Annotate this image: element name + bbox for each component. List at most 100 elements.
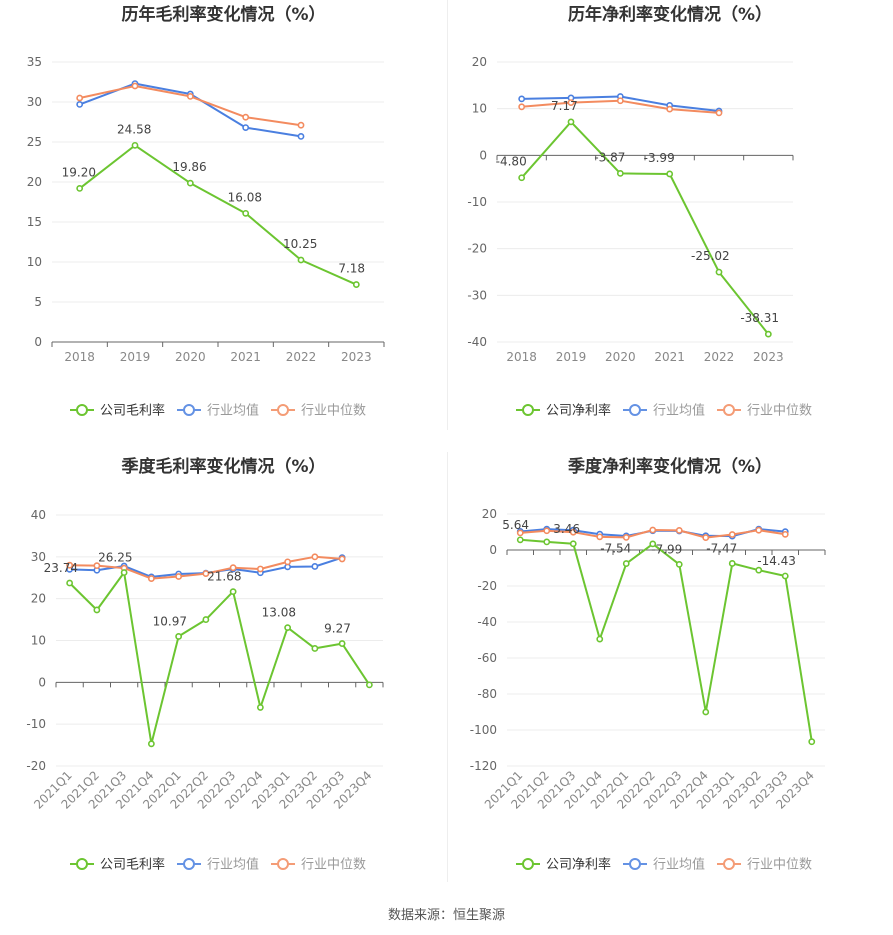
legend-marker-company xyxy=(76,858,88,870)
data-label-16.08: 16.08 xyxy=(228,190,262,204)
series-line-company xyxy=(68,571,371,745)
data-label-26.25: 26.25 xyxy=(98,551,132,565)
data-point-industry_median-2019 xyxy=(567,99,575,106)
data-point-company-2018 xyxy=(76,184,84,192)
legend-item-industry_avg[interactable]: 行业均值 xyxy=(177,857,259,873)
legend-item-industry_median[interactable]: 行业中位数 xyxy=(717,858,812,873)
data-point-industry_median-2022Q4 xyxy=(702,534,710,541)
legend-item-company[interactable]: 公司毛利率 xyxy=(70,857,165,873)
data-point-industry_avg-2018 xyxy=(518,95,526,103)
legend-item-industry_median[interactable]: 行业中位数 xyxy=(271,858,366,873)
data-point-industry_median-2021 xyxy=(666,105,674,113)
x-tick-label-2018: 2018 xyxy=(64,350,95,364)
series-industry_median xyxy=(516,526,789,541)
legend-item-industry_median[interactable]: 行业中位数 xyxy=(271,404,366,419)
legend-item-industry_avg[interactable]: 行业均值 xyxy=(177,403,259,419)
legend-item-company[interactable]: 公司净利率 xyxy=(516,403,611,419)
data-point-company-2023Q4 xyxy=(808,738,816,746)
data-point-industry_avg-2021 xyxy=(242,124,250,131)
y-tick-label: -20 xyxy=(467,242,487,256)
legend: 公司毛利率 行业均值 行业中位数 xyxy=(70,857,366,873)
series-industry_median xyxy=(518,97,723,117)
data-point-industry_median-2022Q2 xyxy=(649,526,657,534)
legend-marker-industry_median xyxy=(277,404,289,416)
data-point-industry_median-2022Q2 xyxy=(202,570,210,577)
data-point-industry_median-2022Q1 xyxy=(622,534,630,541)
y-tick-label: 0 xyxy=(489,543,497,557)
legend-label-industry_median: 行业中位数 xyxy=(301,858,366,873)
legend-item-industry_avg[interactable]: 行业均值 xyxy=(623,857,705,873)
y-tick-label: 10 xyxy=(27,255,42,269)
data-label-5.64: 5.64 xyxy=(502,518,529,532)
legend-label-industry_avg: 行业均值 xyxy=(207,403,259,419)
series-industry_median xyxy=(66,553,346,582)
data-point-company-2020 xyxy=(616,169,624,177)
x-tick-label-2020: 2020 xyxy=(175,350,206,364)
y-tick-label: 25 xyxy=(27,135,42,149)
y-tick-label: 5 xyxy=(34,295,42,309)
data-point-company-2020 xyxy=(186,179,194,187)
data-label-9.27: 9.27 xyxy=(324,622,351,636)
data-point-industry_median-2023Q1 xyxy=(728,531,736,538)
legend-marker-industry_avg xyxy=(183,858,195,870)
legend-item-industry_avg[interactable]: 行业均值 xyxy=(623,403,705,419)
y-tick-label: 10 xyxy=(472,102,487,116)
legend-marker-industry_avg xyxy=(629,404,641,416)
data-point-company-2021Q3 xyxy=(120,569,128,576)
data-label-3.99: -3.99 xyxy=(644,151,675,165)
data-point-company-2021Q2 xyxy=(93,606,101,614)
chart-svg: 历年净利率变化情况（%） -40 -30 -20 -10 0 10 20 2018 2019 202… xyxy=(467,4,812,419)
data-point-company-2023Q1 xyxy=(284,624,292,632)
data-point-industry_median-2021Q4 xyxy=(596,533,604,541)
legend: 公司毛利率 行业均值 行业中位数 xyxy=(70,403,366,419)
data-label-14.43: -14.43 xyxy=(757,554,796,568)
data-point-company-2023Q1 xyxy=(728,560,736,567)
series-line-company xyxy=(520,120,770,335)
data-point-company-2022Q3 xyxy=(229,588,237,596)
data-point-company-2023Q3 xyxy=(781,572,789,580)
legend-marker-industry_median xyxy=(723,404,735,416)
data-point-industry_median-2022 xyxy=(297,121,305,129)
data-label-7.47: -7.47 xyxy=(706,541,737,555)
data-point-company-2022Q3 xyxy=(675,560,683,568)
data-point-industry_median-2022 xyxy=(715,109,723,117)
quarterly-net-margin-chart: 季度净利率变化情况（%） -120 -100 -80 -60 -40 -20 0 20 2021Q… xyxy=(447,452,893,892)
chart-title: 历年净利率变化情况（%） xyxy=(568,4,772,25)
y-tick-label: -30 xyxy=(467,288,487,302)
series-industry_avg xyxy=(76,80,305,140)
legend-label-company: 公司毛利率 xyxy=(100,857,165,873)
annual-gross-margin-chart: 历年毛利率变化情况（%） 0 5 10 15 20 25 30 35 2018 2019 2020 20… xyxy=(0,0,447,430)
legend-label-industry_median: 行业中位数 xyxy=(747,858,812,873)
data-label-10.97: 10.97 xyxy=(153,614,187,628)
legend-label-industry_median: 行业中位数 xyxy=(301,404,366,419)
legend-item-industry_median[interactable]: 行业中位数 xyxy=(717,404,812,419)
y-tick-label: -100 xyxy=(470,723,497,737)
data-point-company-2022Q4 xyxy=(256,704,264,711)
data-point-company-2019 xyxy=(131,141,139,149)
y-tick-label: 0 xyxy=(38,675,46,689)
data-source-note: 数据来源：恒生聚源 xyxy=(387,908,505,923)
data-label-38.31: -38.31 xyxy=(740,311,779,325)
data-point-industry_median-2020 xyxy=(186,93,194,100)
data-point-industry_median-2023Q2 xyxy=(755,526,763,534)
data-point-industry_avg-2022 xyxy=(297,132,305,140)
y-tick-label: 30 xyxy=(27,95,42,109)
vertical-divider-bottom xyxy=(447,452,448,882)
y-tick-label: 0 xyxy=(34,335,42,349)
series-line-company xyxy=(79,144,357,286)
legend-label-company: 公司净利率 xyxy=(546,403,611,419)
data-label-4.80: -4.80 xyxy=(496,155,527,169)
legend-item-company[interactable]: 公司毛利率 xyxy=(70,403,165,419)
x-tick-label-2023: 2023 xyxy=(341,350,372,364)
y-tick-label: -20 xyxy=(477,579,497,593)
chart-title: 季度净利率变化情况（%） xyxy=(568,456,772,477)
data-label-25.02: -25.02 xyxy=(691,249,730,263)
series-line-company xyxy=(520,538,813,742)
chart-title: 季度毛利率变化情况（%） xyxy=(121,456,325,477)
data-label-3.46: 3.46 xyxy=(553,522,580,536)
legend-item-company[interactable]: 公司净利率 xyxy=(516,857,611,873)
legend-label-industry_avg: 行业均值 xyxy=(653,403,705,419)
data-label-19.20: 19.20 xyxy=(62,165,96,179)
legend-marker-company xyxy=(522,404,534,416)
y-tick-label: 10 xyxy=(31,634,46,648)
